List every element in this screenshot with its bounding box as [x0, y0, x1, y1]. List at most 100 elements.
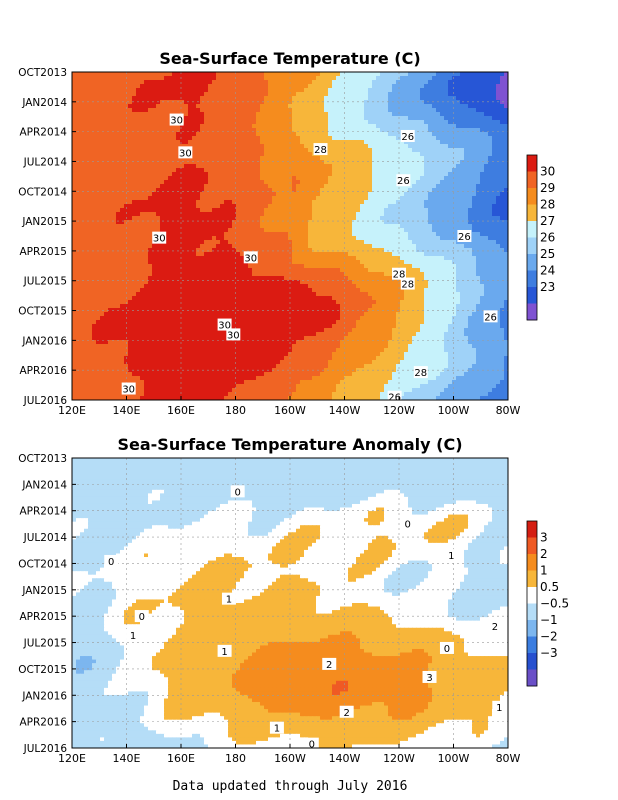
heatmap-cell [440, 128, 445, 133]
heatmap-cell [424, 96, 429, 101]
heatmap-cell [256, 164, 261, 169]
heatmap-cell [96, 124, 101, 129]
heatmap-cell [300, 164, 305, 169]
heatmap-cell [92, 144, 97, 149]
heatmap-cell [168, 204, 173, 209]
heatmap-cell [396, 248, 401, 253]
heatmap-cell [144, 248, 149, 253]
heatmap-cell [500, 228, 505, 233]
heatmap-cell [208, 212, 213, 217]
heatmap-cell [500, 244, 505, 249]
heatmap-cell [76, 168, 81, 173]
heatmap-cell [408, 236, 413, 241]
heatmap-cell [228, 148, 233, 153]
heatmap-cell [220, 236, 225, 241]
heatmap-cell [360, 216, 365, 221]
heatmap-cell [348, 84, 353, 89]
heatmap-cell [392, 204, 397, 209]
heatmap-cell [344, 168, 349, 173]
heatmap-cell [260, 148, 265, 153]
heatmap-cell [324, 164, 329, 169]
heatmap-cell [416, 252, 421, 257]
heatmap-cell [396, 128, 401, 133]
heatmap-cell [184, 232, 189, 237]
heatmap-cell [276, 140, 281, 145]
heatmap-cell [452, 236, 457, 241]
heatmap-cell [392, 180, 397, 185]
heatmap-cell [296, 96, 301, 101]
heatmap-cell [156, 112, 161, 117]
heatmap-cell [72, 112, 77, 117]
heatmap-cell [384, 236, 389, 241]
heatmap-cell [220, 196, 225, 201]
heatmap-cell [264, 184, 269, 189]
heatmap-cell [204, 228, 209, 233]
heatmap-cell [324, 116, 329, 121]
heatmap-cell [280, 232, 285, 237]
heatmap-cell [476, 128, 481, 133]
heatmap-cell [360, 236, 365, 241]
heatmap-cell [156, 88, 161, 93]
heatmap-cell [416, 184, 421, 189]
heatmap-cell [412, 100, 417, 105]
heatmap-cell [116, 204, 121, 209]
heatmap-cell [292, 176, 297, 181]
heatmap-cell [120, 100, 125, 105]
heatmap-cell [360, 76, 365, 81]
heatmap-cell [440, 84, 445, 89]
heatmap-cell [468, 108, 473, 113]
heatmap-cell [284, 196, 289, 201]
heatmap-cell [276, 200, 281, 205]
heatmap-cell [240, 196, 245, 201]
heatmap-cell [392, 212, 397, 217]
heatmap-cell [96, 108, 101, 113]
heatmap-cell [360, 144, 365, 149]
heatmap-cell [320, 172, 325, 177]
heatmap-cell [368, 116, 373, 121]
heatmap-cell [184, 192, 189, 197]
heatmap-cell [392, 100, 397, 105]
heatmap-cell [244, 244, 249, 249]
heatmap-cell [296, 136, 301, 141]
heatmap-cell [344, 220, 349, 225]
heatmap-cell [400, 200, 405, 205]
heatmap-cell [212, 128, 217, 133]
heatmap-cell [212, 120, 217, 125]
heatmap-cell [492, 104, 497, 109]
heatmap-cell [260, 212, 265, 217]
heatmap-cell [416, 124, 421, 129]
heatmap-cell [120, 216, 125, 221]
heatmap-cell [336, 72, 341, 77]
heatmap-cell [216, 200, 221, 205]
heatmap-cell [184, 208, 189, 213]
heatmap-cell [252, 120, 257, 125]
heatmap-cell [428, 232, 433, 237]
heatmap-cell [152, 88, 157, 93]
heatmap-cell [392, 96, 397, 101]
heatmap-cell [280, 156, 285, 161]
heatmap-cell [92, 104, 97, 109]
heatmap-cell [116, 120, 121, 125]
heatmap-cell [100, 144, 105, 149]
heatmap-cell [188, 172, 193, 177]
heatmap-cell [308, 236, 313, 241]
heatmap-cell [284, 120, 289, 125]
heatmap-cell [264, 168, 269, 173]
heatmap-cell [144, 104, 149, 109]
heatmap-cell [368, 184, 373, 189]
heatmap-cell [488, 136, 493, 141]
heatmap-cell [312, 116, 317, 121]
heatmap-cell [240, 132, 245, 137]
heatmap-cell [264, 108, 269, 113]
heatmap-cell [424, 144, 429, 149]
heatmap-cell [416, 140, 421, 145]
heatmap-cell [132, 112, 137, 117]
heatmap-cell [272, 196, 277, 201]
heatmap-cell [420, 148, 425, 153]
heatmap-cell [448, 128, 453, 133]
heatmap-cell [88, 80, 93, 85]
heatmap-cell [364, 236, 369, 241]
heatmap-cell [112, 224, 117, 229]
heatmap-cell [344, 104, 349, 109]
heatmap-cell [76, 232, 81, 237]
